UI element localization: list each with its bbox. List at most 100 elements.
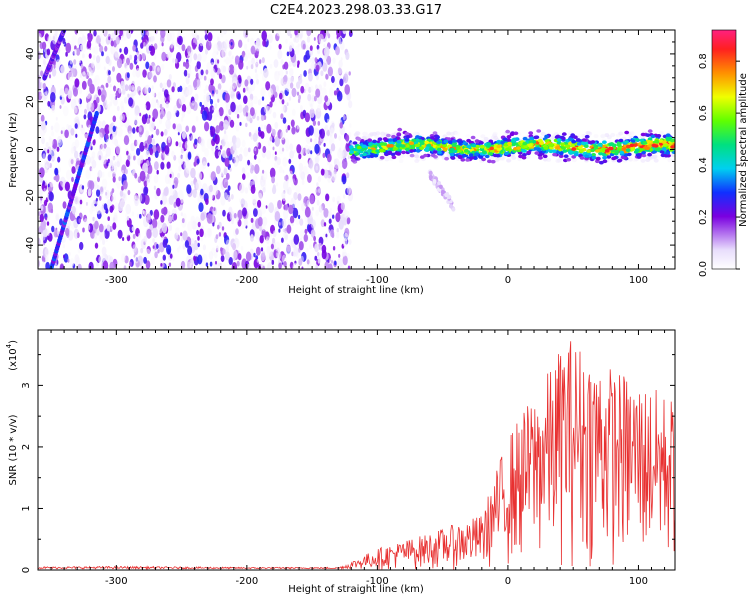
spectrogram-noise-cell <box>92 47 96 54</box>
spectrogram-noise-cell <box>107 171 112 178</box>
spectrogram-noise-cell <box>45 216 48 221</box>
spectrogram-noise-cell <box>286 51 290 57</box>
spectrogram-noise-cell <box>51 68 57 77</box>
spectrogram-noise-cell <box>199 228 204 238</box>
spectrogram-noise-cell <box>230 42 233 46</box>
spectrogram-noise-cell <box>317 121 321 126</box>
spectrogram-noise-cell <box>272 111 277 119</box>
spectrogram-track-cell <box>573 152 579 157</box>
spectrogram-noise-cell <box>215 234 219 240</box>
spectrogram-noise-cell <box>343 126 346 131</box>
spectrogram-track-cell <box>465 158 470 162</box>
spectrogram-track-cell <box>555 146 561 150</box>
spectrogram-noise-cell <box>315 84 318 90</box>
spectrogram-noise-cell <box>153 174 159 184</box>
spectrogram-noise-cell <box>96 229 100 236</box>
spectrogram-noise-cell <box>118 176 121 182</box>
spectrogram-noise-cell <box>291 108 296 116</box>
spectrogram-track-cell <box>595 149 600 153</box>
spectrogram-track-cell <box>608 146 614 151</box>
spectrogram-noise-cell <box>215 260 217 265</box>
spectrogram-noise-cell <box>134 54 138 61</box>
spectrogram-track-cell <box>560 135 565 140</box>
spectrogram-noise-cell <box>308 72 313 82</box>
spectrogram-noise-cell <box>168 195 174 206</box>
spectrogram-track-cell <box>516 146 521 150</box>
spectrogram-noise-cell <box>38 247 42 257</box>
spectrogram-noise-cell <box>202 161 207 170</box>
spectrogram-noise-cell <box>315 88 321 98</box>
spectrogram-track-cell <box>397 127 403 132</box>
spectrogram-noise-cell <box>56 146 60 152</box>
spectrogram-noise-cell <box>247 264 250 269</box>
spectrogram-noise-cell <box>182 230 188 241</box>
spectrogram-y-ticks: -40 -20 0 20 40 <box>25 41 675 258</box>
spectrogram-noise-cell <box>144 113 148 120</box>
snr-x-ticks: -300 -200 -100 0 100 <box>50 330 666 587</box>
spectrogram-noise-cell <box>138 232 142 239</box>
spectrogram-noise-cell <box>210 171 216 182</box>
spectrogram-branch-cell <box>444 192 449 198</box>
spectrogram-track-cell <box>661 140 667 144</box>
spectrogram-noise-cell <box>44 180 48 186</box>
spectrogram-track-haze <box>610 132 616 137</box>
spectrogram-track-cell <box>618 138 624 143</box>
spectrogram-noise-cell <box>174 58 178 64</box>
spectrogram-noise-cell <box>41 261 46 269</box>
spectrogram-noise-cell <box>183 69 188 77</box>
spectrogram-noise-cell <box>135 68 141 78</box>
spectrogram-track-haze <box>454 131 460 136</box>
spectrogram-noise-cell <box>38 74 41 84</box>
spectrogram-noise-cell <box>196 79 202 89</box>
spectrogram-noise-cell <box>73 87 78 97</box>
spectrogram-noise-cell <box>103 225 107 231</box>
spectrogram-noise-cell <box>156 169 159 175</box>
spectrogram-noise-cell <box>325 193 330 202</box>
spectrogram-noise-cell <box>253 154 257 160</box>
spectrogram-noise-cell <box>114 161 117 167</box>
spectrogram-noise-cell <box>222 248 226 255</box>
spectrogram-noise-cell <box>98 155 102 161</box>
spectrogram-noise-cell <box>114 48 120 58</box>
spectrogram-track-cell <box>647 152 652 157</box>
spectrogram-track-cell <box>511 138 516 142</box>
spectrogram-noise-cell <box>75 256 81 266</box>
spectrogram-noise-cell <box>322 152 326 158</box>
spectrogram-track-cell <box>526 150 532 155</box>
spectrogram-track-cell <box>619 150 625 155</box>
spectrogram-noise-cell <box>261 30 268 41</box>
spectrogram-noise-cell <box>132 69 137 78</box>
spectrogram-noise-cell <box>232 155 236 160</box>
spectrogram-noise-cell <box>327 211 333 219</box>
spectrogram-noise-cell <box>224 130 227 135</box>
spectrogram-noise-cell <box>257 216 263 227</box>
spectrogram-noise-cell <box>338 59 343 68</box>
spectrogram-noise-cell <box>202 253 208 264</box>
spectrogram-noise-cell <box>165 101 170 109</box>
spectrogram-noise-cell <box>200 212 205 221</box>
spectrogram-noise-cell <box>149 65 153 72</box>
spectrogram-noise-cell <box>213 261 219 269</box>
spectrogram-noise-cell <box>291 222 294 227</box>
spectrogram-noise-cell <box>313 37 316 41</box>
spectrogram-noise-cell <box>79 44 83 51</box>
spectrogram-noise-cell <box>319 128 325 139</box>
spectrogram-noise-cell <box>104 45 108 52</box>
spectrogram-noise-cell <box>331 259 333 264</box>
spectrogram-noise-cell <box>60 130 63 135</box>
spectrogram-track-cell <box>356 137 362 141</box>
spectrogram-noise-cell <box>39 188 43 196</box>
spectrogram-noise-cell <box>281 99 285 105</box>
spectrogram-track-cell <box>659 150 665 154</box>
colorbar: 0.0 0.2 0.4 0.6 0.8 Normalized spectral ampl… <box>698 29 749 277</box>
spectrogram-noise-cell <box>105 133 109 140</box>
spectrogram-noise-cell <box>188 51 191 57</box>
spectrogram-noise-cell <box>323 142 326 147</box>
spectrogram-noise-cell <box>341 158 348 170</box>
snr-y-tick-label: 1 <box>21 505 32 511</box>
spectrogram-noise-cell <box>105 146 112 157</box>
spectrogram-noise-cell <box>184 141 189 150</box>
spectrogram-noise-cell <box>140 238 147 249</box>
spectrogram-noise-cell <box>187 245 193 256</box>
spectrogram-noise-cell <box>101 51 104 57</box>
